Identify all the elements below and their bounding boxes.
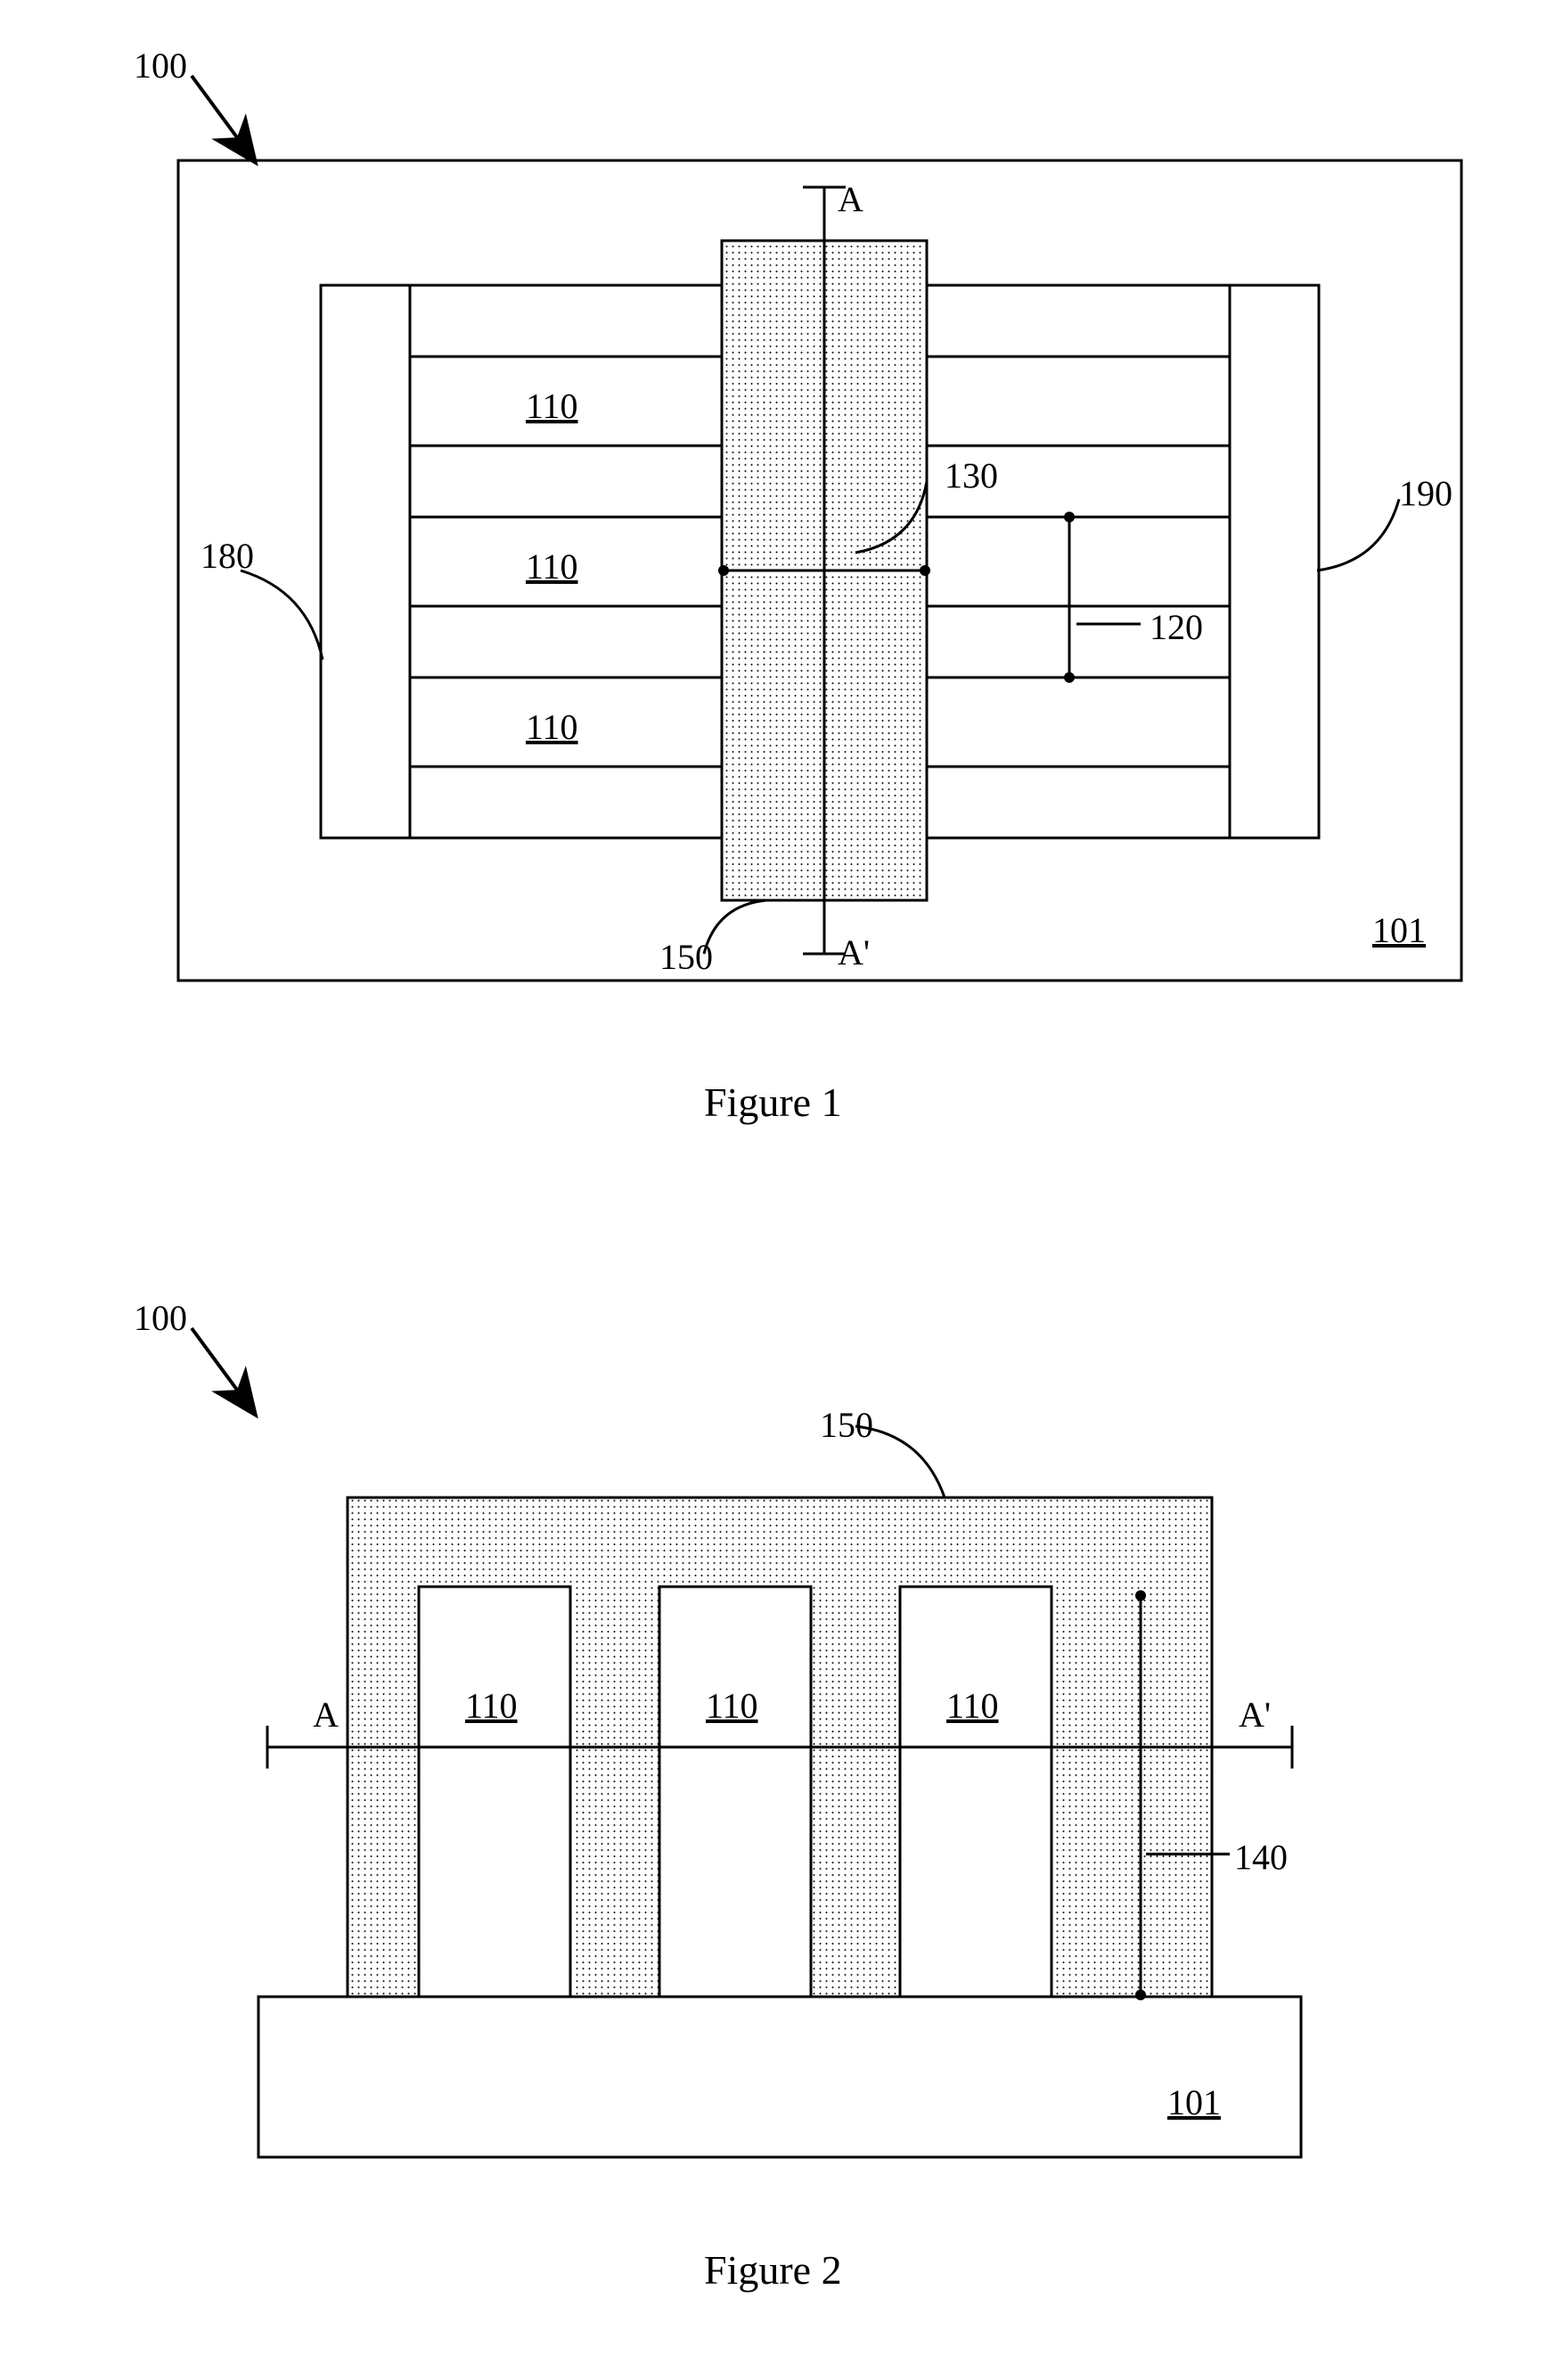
fig1-ref-190: 190 bbox=[1399, 472, 1453, 514]
fig2-ref-110-a: 110 bbox=[465, 1685, 518, 1727]
fig1-ref-130: 130 bbox=[945, 455, 998, 497]
fig1-ref-120: 120 bbox=[1150, 606, 1203, 648]
fig1-ref-110-c: 110 bbox=[526, 706, 578, 748]
fig1-section-A-top: A bbox=[838, 178, 863, 220]
fig2-section-A-right: A' bbox=[1239, 1694, 1271, 1736]
fig1-section-A-bot: A' bbox=[838, 931, 870, 973]
fig2-ref-100: 100 bbox=[134, 1297, 187, 1339]
diagram-svg bbox=[0, 0, 1563, 2380]
fig2-caption: Figure 2 bbox=[704, 2246, 842, 2294]
fig2-ref-140: 140 bbox=[1234, 1836, 1288, 1878]
fig1-ref-110-a: 110 bbox=[526, 385, 578, 427]
figure-1-group bbox=[178, 76, 1461, 981]
fig1-ref-150: 150 bbox=[659, 936, 713, 978]
fig2-ref-110-b: 110 bbox=[706, 1685, 758, 1727]
fig1-ref-110-b: 110 bbox=[526, 546, 578, 587]
fig2-section-A-left: A bbox=[294, 1694, 339, 1736]
fig1-ref-100: 100 bbox=[134, 45, 187, 86]
fig1-ref-180: 180 bbox=[200, 535, 254, 577]
fig1-caption: Figure 1 bbox=[704, 1079, 842, 1126]
fig2-ref-110-c: 110 bbox=[946, 1685, 999, 1727]
fig2-ref-101: 101 bbox=[1167, 2081, 1221, 2123]
fig2-ref-150: 150 bbox=[820, 1404, 873, 1446]
fig1-ref-101: 101 bbox=[1372, 909, 1426, 951]
figure-2-group bbox=[192, 1328, 1301, 2157]
